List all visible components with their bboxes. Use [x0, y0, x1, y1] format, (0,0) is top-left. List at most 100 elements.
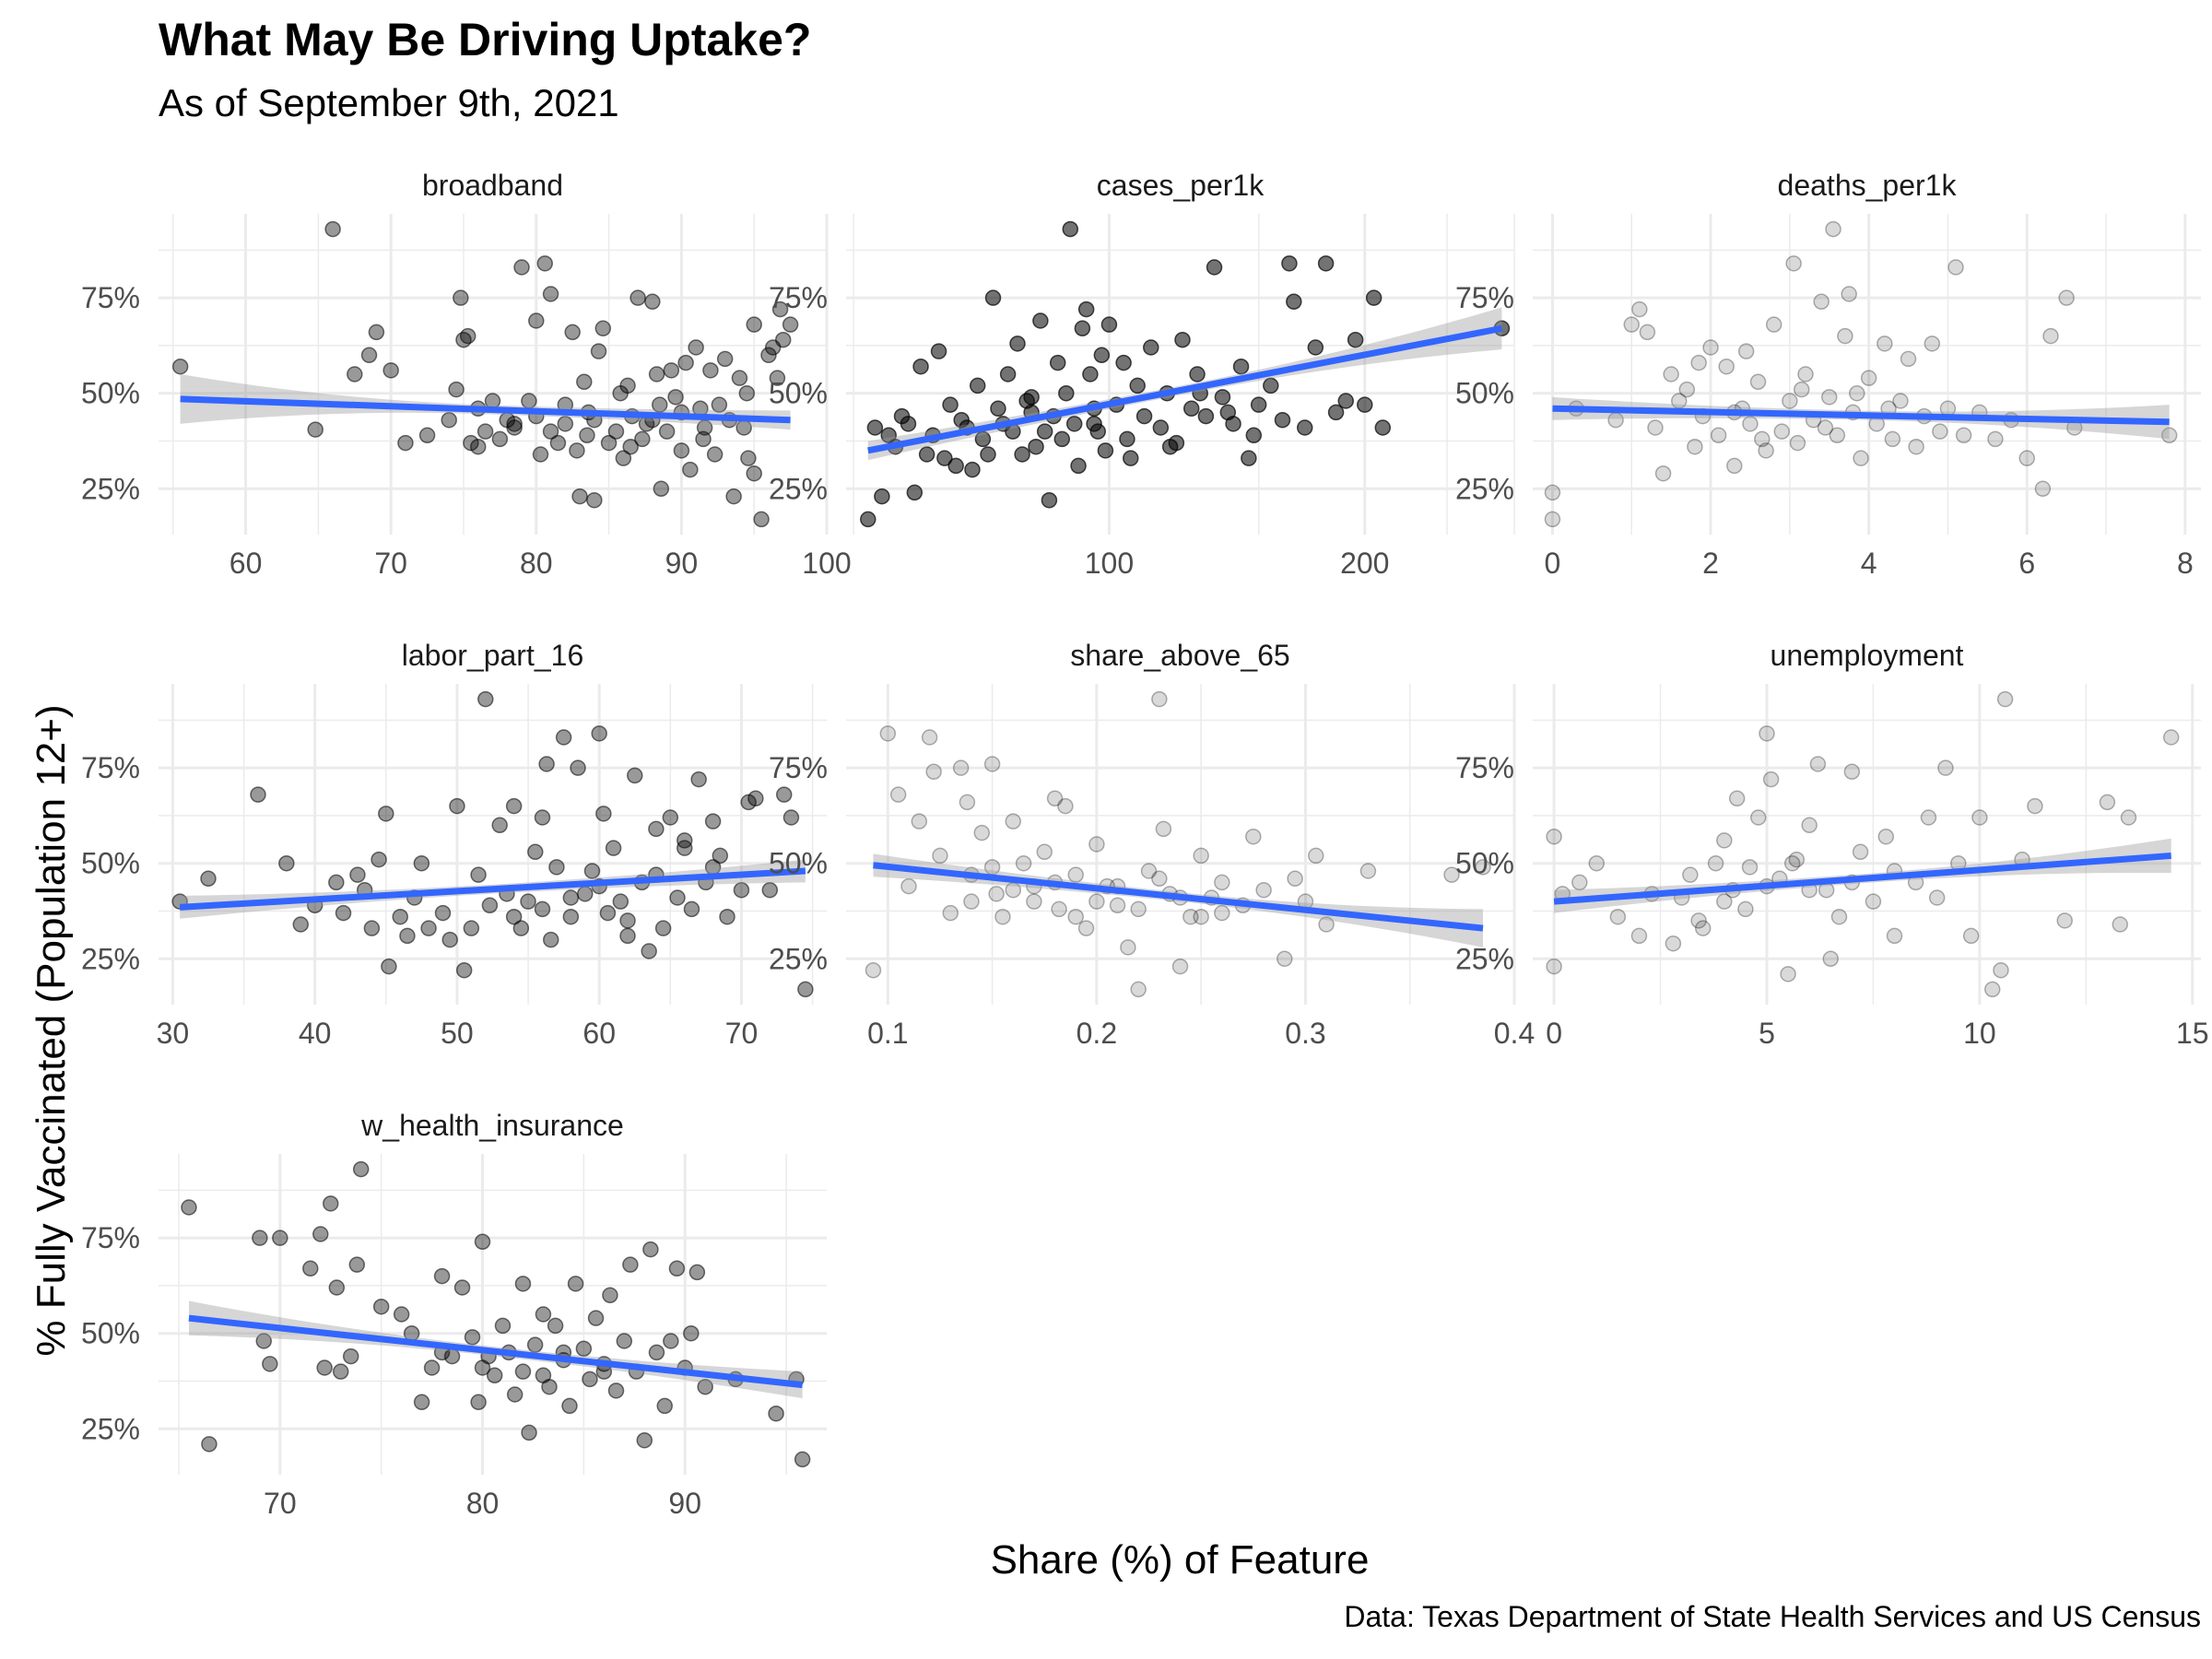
facet-strip-label: w_health_insurance [360, 1109, 624, 1142]
y-tick-label: 25% [81, 472, 140, 505]
chart-subtitle: As of September 9th, 2021 [159, 81, 619, 124]
data-point [1710, 427, 1727, 444]
data-point [1544, 511, 1561, 528]
data-point [1023, 389, 1040, 406]
data-point [1860, 370, 1877, 386]
data-point [1665, 935, 1682, 952]
data-point [900, 416, 917, 432]
data-point [252, 1230, 268, 1246]
data-point [1544, 484, 1561, 501]
data-point [1993, 961, 2009, 979]
data-point [648, 1344, 665, 1361]
data-point [1171, 958, 1189, 975]
data-point [1359, 863, 1377, 879]
data-point [349, 866, 366, 883]
data-point [381, 958, 397, 975]
data-point [602, 1287, 618, 1304]
x-tick-label: 40 [299, 1017, 332, 1050]
data-point [418, 427, 436, 444]
facet-panel-unemployment: unemployment 25% 50% 75% 0 5 10 15 [1455, 639, 2209, 1050]
data-point [1129, 377, 1146, 394]
y-tick-label: 75% [81, 751, 140, 784]
data-point [1782, 393, 1798, 409]
x-tick-label: 0.2 [1077, 1017, 1117, 1050]
data-point [1546, 828, 1562, 845]
data-point [1809, 756, 1827, 772]
data-point [1049, 354, 1066, 371]
data-point [538, 756, 555, 772]
data-point [1067, 866, 1084, 883]
x-tick-label: 2 [1702, 547, 1719, 580]
data-point [1682, 866, 1699, 883]
data-point [1051, 900, 1067, 918]
data-point [324, 220, 341, 238]
data-point [775, 786, 793, 803]
data-point [1829, 427, 1846, 444]
data-point [1115, 354, 1132, 371]
data-point [932, 847, 948, 865]
x-tick-label: 60 [229, 547, 263, 580]
x-tick-label: 0.3 [1285, 1017, 1325, 1050]
data-point [521, 393, 537, 409]
data-point [656, 1397, 673, 1415]
y-tick-label: 75% [1455, 281, 1514, 314]
data-point [1193, 908, 1209, 925]
data-point [1374, 419, 1392, 436]
data-point [1793, 381, 1810, 398]
data-point [1726, 457, 1743, 475]
data-point [569, 442, 585, 459]
trend-line [180, 395, 791, 424]
data-point [536, 255, 553, 272]
data-point [1546, 958, 1562, 975]
data-point [719, 908, 735, 925]
data-point [2018, 450, 2035, 466]
data-point [200, 870, 217, 888]
facet-panel-broadband: broadband 25% 50% 75% 60 70 80 90 100 [81, 169, 852, 580]
data-point [278, 854, 295, 872]
data-point [669, 889, 686, 906]
data-point [1130, 981, 1147, 998]
data-point [1877, 335, 1893, 352]
data-point [1109, 897, 1126, 914]
data-point [1263, 377, 1279, 394]
data-point [619, 927, 636, 945]
data-point [1119, 430, 1135, 448]
data-point [1307, 339, 1324, 356]
data-point [865, 961, 882, 979]
data-point [1286, 293, 1302, 311]
data-point [1197, 407, 1215, 425]
data-point [599, 904, 617, 922]
x-tick-label: 15 [2176, 1017, 2209, 1050]
trend-line [1553, 852, 2171, 905]
x-tick-label: 0.1 [867, 1017, 908, 1050]
data-point [980, 446, 996, 463]
data-point [1143, 339, 1159, 356]
data-point [921, 729, 938, 746]
data-point [782, 809, 800, 826]
data-point [1830, 908, 1848, 925]
data-point [1214, 874, 1230, 891]
data-point [2058, 289, 2075, 306]
data-point [974, 430, 992, 448]
data-point [352, 1160, 370, 1178]
data-point [1120, 939, 1136, 956]
data-point [2027, 797, 2043, 815]
data-point [505, 797, 523, 815]
data-point [328, 1279, 346, 1296]
data-point [1053, 430, 1071, 448]
data-point [1086, 416, 1102, 432]
data-point [474, 1359, 491, 1376]
data-point [571, 488, 588, 505]
data-point [548, 859, 565, 876]
y-tick-label: 75% [1455, 751, 1514, 784]
x-tick-label: 70 [374, 547, 407, 580]
data-point [704, 813, 722, 830]
data-point [1152, 419, 1170, 436]
data-point [889, 786, 907, 803]
facet-strip-label: cases_per1k [1097, 169, 1265, 202]
data-point [413, 854, 430, 872]
data-point [590, 343, 607, 359]
data-point [1070, 457, 1087, 475]
data-point [627, 767, 643, 784]
data-point [477, 690, 494, 708]
